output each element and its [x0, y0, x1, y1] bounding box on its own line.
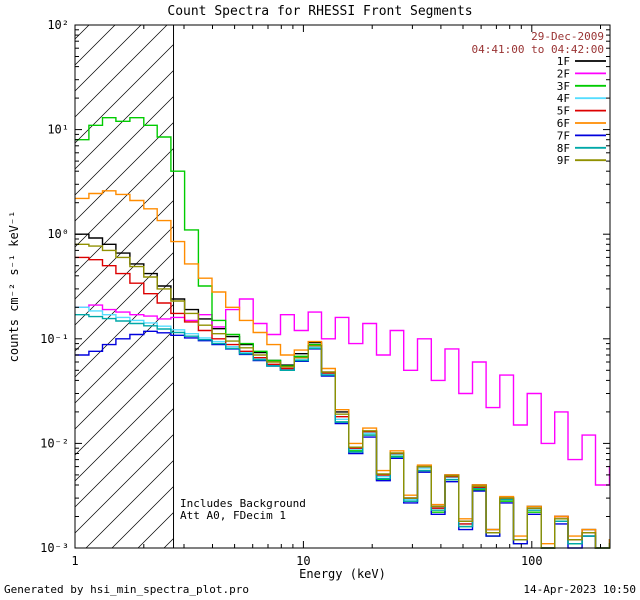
hatch-line	[74, 200, 174, 300]
hatch-line	[74, 70, 174, 170]
hatch-line	[74, 408, 174, 508]
hatch-line	[163, 538, 174, 549]
x-tick-label: 100	[521, 554, 543, 568]
x-axis: 1 10 100	[71, 25, 601, 568]
x-axis-label: Energy (keV)	[299, 567, 386, 581]
hatch-line	[74, 382, 174, 482]
hatch-line	[74, 252, 174, 352]
legend-label-6F: 6F	[557, 117, 570, 130]
legend-label-5F: 5F	[557, 105, 570, 118]
legend-label-9F: 9F	[557, 154, 570, 167]
y-tick-label: 10¹	[47, 123, 69, 137]
plot-timestamp: 14-Apr-2023 10:50	[523, 583, 636, 596]
x-tick-label: 1	[71, 554, 78, 568]
hatch-line	[74, 434, 174, 534]
generated-by-text: Generated by hsi_min_spectra_plot.pro	[4, 583, 250, 596]
y-tick-label: 10⁻¹	[40, 332, 69, 346]
y-axis-label: counts cm⁻² s⁻¹ keV⁻¹	[7, 211, 21, 363]
y-tick-label: 10⁻³	[40, 541, 69, 555]
series-line-7F	[75, 330, 610, 549]
hatch-line	[74, 356, 174, 456]
annotation-includes-background: Includes Background	[180, 497, 306, 510]
hatch-line	[74, 122, 174, 222]
hatch-line	[74, 24, 116, 66]
series-line-2F	[75, 298, 611, 486]
observation-time-range: 04:41:00 to 04:42:00	[471, 43, 604, 56]
hatch-line	[74, 24, 142, 92]
series-line-3F	[75, 117, 611, 549]
hatch-line	[74, 24, 90, 40]
y-axis: 10² 10¹ 10⁰ 10⁻¹ 10⁻² 10⁻³	[40, 18, 610, 555]
hatch-line	[111, 486, 174, 549]
hatch-line	[74, 24, 168, 118]
legend-label-3F: 3F	[557, 80, 570, 93]
legend-label-4F: 4F	[557, 92, 570, 105]
legend-label-7F: 7F	[557, 129, 570, 142]
hatch-line	[74, 96, 174, 196]
y-tick-label: 10²	[47, 18, 69, 32]
y-tick-label: 10⁰	[47, 227, 69, 241]
series-line-9F	[75, 243, 611, 549]
hatch-line	[137, 512, 174, 549]
chart-title: Count Spectra for RHESSI Front Segments	[167, 4, 473, 19]
annotation-attenuator-state: Att A0, FDecim 1	[180, 509, 286, 522]
legend-label-8F: 8F	[557, 142, 570, 155]
series-line-1F	[75, 233, 611, 549]
legend-label-2F: 2F	[557, 67, 570, 80]
hatch-line	[74, 148, 174, 248]
plot-box	[74, 24, 611, 549]
hatch-line	[74, 278, 174, 378]
hatch-line	[74, 226, 174, 326]
series-line-8F	[75, 314, 611, 549]
hatch-line	[74, 304, 174, 404]
x-tick-label: 10	[296, 554, 310, 568]
y-tick-label: 10⁻²	[40, 436, 69, 450]
hatch-line	[74, 44, 174, 144]
hatch-line	[85, 460, 174, 549]
legend-label-1F: 1F	[557, 55, 570, 68]
hatch-line	[74, 174, 174, 274]
hatch-line	[74, 330, 174, 430]
series-lines	[75, 117, 611, 549]
observation-date: 29-Dec-2009	[531, 30, 604, 43]
